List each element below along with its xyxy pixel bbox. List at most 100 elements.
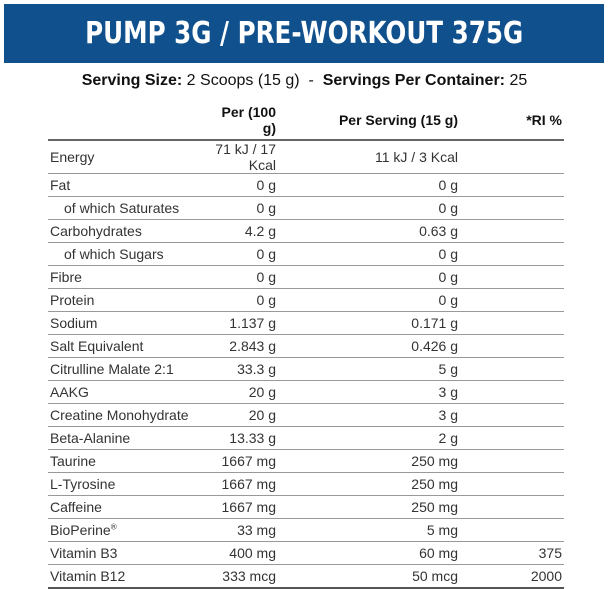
serving-info: Serving Size: 2 Scoops (15 g) - Servings… [0, 72, 609, 90]
nutrition-table: Per (100 g) Per Serving (15 g) *RI % Ene… [48, 104, 564, 589]
per-100g-value-text: 20 g [248, 384, 276, 400]
per-100g-value: 0 g [208, 265, 278, 289]
per-serving-value-text: 11 kJ / 3 Kcal [374, 149, 458, 165]
table-row: BioPerine® 33 mg 5 mg [48, 518, 564, 542]
per-100g-value: 0 g [208, 173, 278, 197]
nutrient-name-text: Energy [50, 149, 95, 165]
per-serving-value: 3 g [278, 380, 460, 404]
ri-percent-value [460, 196, 564, 220]
table-row: of which Sugars 0 g 0 g [48, 242, 564, 266]
ri-percent-value: 375 [460, 541, 564, 565]
per-100g-value-text: 0 g [256, 246, 276, 262]
nutrient-name-text: L-Tyrosine [50, 476, 116, 492]
per-100g-value-text: 33.3 g [237, 361, 276, 377]
nutrient-name-text: Creatine Monohydrate [50, 407, 189, 423]
ri-percent-value [460, 242, 564, 266]
title-banner: PUMP 3G / PRE-WORKOUT 375G [4, 4, 604, 63]
serving-size-label: Serving Size: [81, 72, 183, 89]
per-serving-value: 0.426 g [278, 334, 460, 358]
per-serving-value-text: 50 mcg [412, 568, 458, 584]
per-100g-value: 400 mg [208, 541, 278, 565]
per-serving-value: 0.171 g [278, 311, 460, 335]
per-serving-value-text: 0.426 g [411, 338, 458, 354]
nutrient-name-text: of which Sugars [64, 246, 164, 262]
header-row: Per (100 g) Per Serving (15 g) *RI % [48, 104, 564, 141]
per-serving-value: 0 g [278, 288, 460, 312]
per-serving-value: 3 g [278, 403, 460, 427]
per-100g-value-text: 1667 mg [221, 453, 276, 469]
table-row: Sodium 1.137 g 0.171 g [48, 311, 564, 335]
table-row: Taurine 1667 mg 250 mg [48, 449, 564, 473]
per-serving-value-text: 250 mg [411, 476, 458, 492]
header-ri-percent: *RI % [460, 104, 564, 141]
per-serving-value-text: 0 g [438, 200, 458, 216]
ri-percent-value [460, 311, 564, 335]
nutrient-name: Citrulline Malate 2:1 [48, 357, 208, 381]
per-100g-value-text: 13.33 g [229, 430, 276, 446]
nutrient-name-text: Carbohydrates [50, 223, 142, 239]
table-row: Salt Equivalent 2.843 g 0.426 g [48, 334, 564, 358]
nutrient-name-text: Beta-Alanine [50, 430, 131, 446]
serving-size-value: 2 Scoops (15 g) [186, 72, 300, 89]
per-100g-value: 33 mg [208, 518, 278, 542]
per-100g-value: 333 mcg [208, 564, 278, 589]
per-serving-value-text: 60 mg [419, 545, 458, 561]
nutrient-name-text: Salt Equivalent [50, 338, 144, 354]
nutrient-name-text: Fat [50, 177, 71, 193]
ri-percent-value [460, 472, 564, 496]
per-serving-value: 60 mg [278, 541, 460, 565]
table-row: Vitamin B12 333 mcg 50 mcg 2000 [48, 564, 564, 589]
per-serving-value: 0 g [278, 265, 460, 289]
table-row: Beta-Alanine 13.33 g 2 g [48, 426, 564, 450]
ri-percent-value [460, 426, 564, 450]
table-row: Carbohydrates 4.2 g 0.63 g [48, 219, 564, 243]
per-serving-value-text: 0.171 g [411, 315, 458, 331]
nutrient-name: of which Sugars [48, 242, 208, 266]
ri-percent-value [460, 334, 564, 358]
table-row: Fat 0 g 0 g [48, 173, 564, 197]
servings-per-container-value: 25 [509, 72, 528, 89]
nutrient-name-text: Vitamin B3 [50, 545, 118, 561]
table-row: Creatine Monohydrate 20 g 3 g [48, 403, 564, 427]
nutrient-name-text: Fibre [50, 269, 82, 285]
header-per-serving: Per Serving (15 g) [278, 104, 460, 141]
per-100g-value: 1.137 g [208, 311, 278, 335]
nutrient-name: Carbohydrates [48, 219, 208, 243]
nutrient-name: Energy [48, 140, 208, 174]
nutrient-name: L-Tyrosine [48, 472, 208, 496]
page-title: PUMP 3G / PRE-WORKOUT 375G [84, 16, 524, 51]
ri-percent-value [460, 380, 564, 404]
table-row: L-Tyrosine 1667 mg 250 mg [48, 472, 564, 496]
nutrient-name-text: Vitamin B12 [50, 568, 126, 584]
per-100g-value-text: 4.2 g [244, 223, 276, 239]
per-serving-value-text: 3 g [438, 407, 458, 423]
ri-percent-value [460, 357, 564, 381]
table-row: Fibre 0 g 0 g [48, 265, 564, 289]
nutrient-name: of which Saturates [48, 196, 208, 220]
per-serving-value-text: 0.63 g [419, 223, 458, 239]
per-serving-value-text: 0 g [438, 177, 458, 193]
per-serving-value-text: 0 g [438, 269, 458, 285]
per-serving-value: 5 mg [278, 518, 460, 542]
per-100g-value: 13.33 g [208, 426, 278, 450]
per-serving-value: 0 g [278, 242, 460, 266]
ri-percent-value-text: 375 [538, 545, 562, 561]
header-nutrient [48, 104, 208, 141]
per-100g-value-text: 400 mg [229, 545, 276, 561]
table-row: Energy 71 kJ / 17 Kcal 11 kJ / 3 Kcal [48, 140, 564, 174]
ri-percent-value [460, 219, 564, 243]
per-100g-value: 20 g [208, 380, 278, 404]
nutrient-name: Protein [48, 288, 208, 312]
per-100g-value-text: 0 g [256, 177, 276, 193]
table-row: of which Saturates 0 g 0 g [48, 196, 564, 220]
table-row: Caffeine 1667 mg 250 mg [48, 495, 564, 519]
per-100g-value: 33.3 g [208, 357, 278, 381]
registered-mark: ® [110, 522, 117, 532]
per-100g-value-text: 333 mcg [222, 568, 276, 584]
nutrient-name-text: of which Saturates [64, 200, 180, 216]
per-100g-value-text: 71 kJ / 17 Kcal [215, 141, 276, 173]
nutrient-name: Fibre [48, 265, 208, 289]
header-per-100g: Per (100 g) [208, 104, 278, 141]
table-row: AAKG 20 g 3 g [48, 380, 564, 404]
per-100g-value: 20 g [208, 403, 278, 427]
